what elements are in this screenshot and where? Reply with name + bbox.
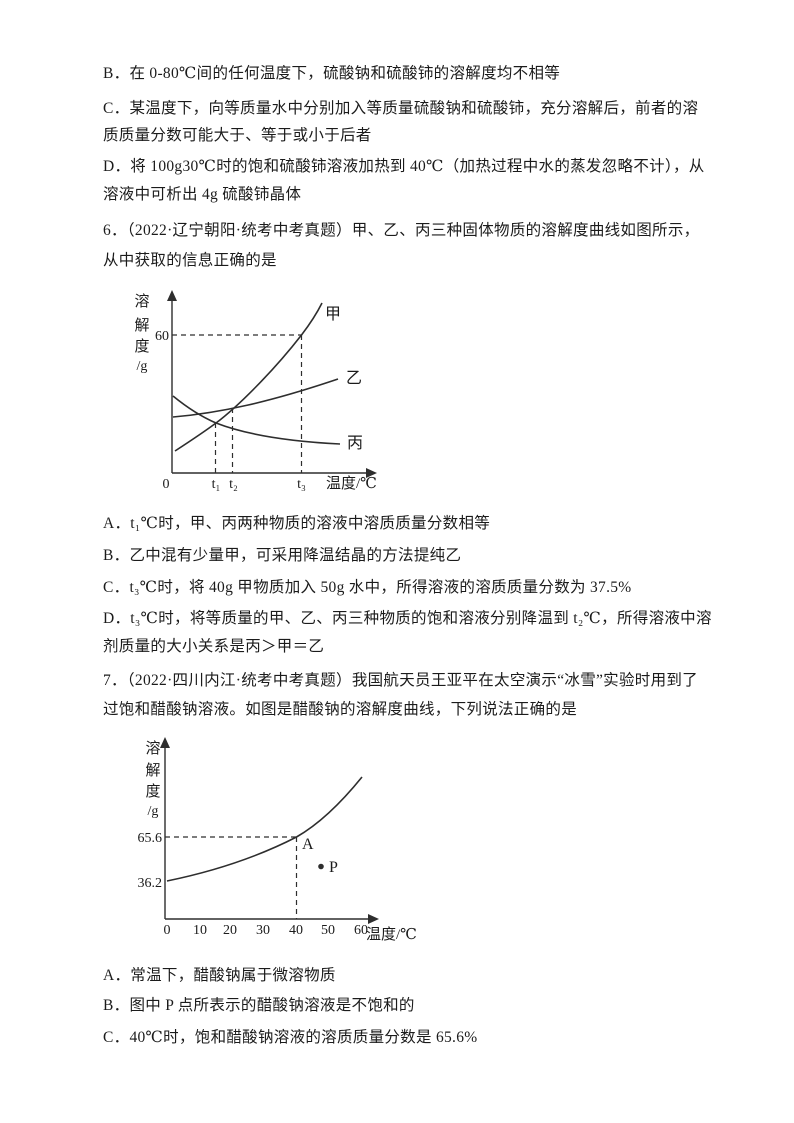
question6-option-d-line1: D．t₃℃时，将等质量的甲、乙、丙三种物质的饱和溶液分别降温到 t₂℃，所得溶液…	[103, 610, 712, 627]
question7-option-b: B．图中 P 点所表示的醋酸钠溶液是不饱和的	[103, 997, 415, 1014]
q7-chart-svg: 溶 解 度 /g 65.6 36.2 0 10 20 30 40 50 60 温…	[138, 737, 417, 943]
q7-ylabel-char2: 解	[145, 762, 160, 779]
option-prev-c-line2: 质质量分数可能大于、等于或小于后者	[103, 127, 372, 144]
q6-y-axis-arrow-icon	[167, 290, 177, 301]
q7-ylabel-char3: 度	[145, 783, 160, 800]
q7-xtick-40: 40	[289, 923, 303, 938]
q6-curve-yi	[172, 378, 339, 418]
q7-x-axis-arrow-icon	[368, 914, 379, 924]
q6-curve-label-bing: 丙	[347, 435, 363, 452]
q6-ytick-60: 60	[155, 329, 169, 344]
q6-ylabel-char3: 度	[134, 338, 149, 355]
option-prev-d-line1: D．将 100g30℃时的饱和硫酸铈溶液加热到 40℃（加热过程中水的蒸发忽略不…	[103, 158, 705, 175]
q6-chart-svg: 溶 解 度 /g 60 0 t₁ t₂ t₃ 温度/℃ 甲 乙 丙	[134, 290, 377, 492]
q7-xaxis-label: 温度/℃	[366, 926, 417, 943]
q6-curve-label-yi: 乙	[346, 370, 362, 387]
question7-stem-line1: 7．（2022·四川内江·统考中考真题）我国航天员王亚平在太空演示“冰雪”实验时…	[103, 672, 698, 689]
q7-solubility-curve	[166, 776, 363, 882]
q7-point-p-label: P	[329, 859, 338, 876]
q7-xtick-30: 30	[256, 923, 270, 938]
question6-stem-line1: 6．（2022·辽宁朝阳·统考中考真题）甲、乙、丙三种固体物质的溶解度曲线如图所…	[103, 222, 700, 239]
q7-xtick-0: 0	[164, 923, 171, 938]
q6-xtick-t2: t₂	[229, 477, 238, 492]
q7-ylabel-char1: 溶	[145, 740, 160, 757]
q7-solubility-chart: 溶 解 度 /g 65.6 36.2 0 10 20 30 40 50 60 温…	[120, 735, 420, 957]
q7-xtick-50: 50	[321, 923, 335, 938]
q7-point-p-dot	[318, 863, 324, 870]
q6-xtick-t1: t₁	[212, 477, 221, 492]
q7-xtick-20: 20	[223, 923, 237, 938]
q6-solubility-chart: 溶 解 度 /g 60 0 t₁ t₂ t₃ 温度/℃ 甲 乙 丙	[120, 290, 420, 505]
question6-stem-line2: 从中获取的信息正确的是	[103, 252, 277, 269]
question6-option-c: C．t₃℃时，将 40g 甲物质加入 50g 水中，所得溶液的溶质质量分数为 3…	[103, 579, 632, 596]
question7-option-c: C．40℃时，饱和醋酸钠溶液的溶质质量分数是 65.6%	[103, 1029, 478, 1046]
q6-xaxis-label: 温度/℃	[326, 475, 377, 492]
q6-curve-jia	[174, 302, 323, 452]
option-prev-b: B．在 0-80℃间的任何温度下，硫酸钠和硫酸铈的溶解度均不相等	[103, 65, 561, 82]
question7-option-a: A．常温下，醋酸钠属于微溶物质	[103, 967, 336, 984]
q6-xtick-t3: t₃	[297, 477, 306, 492]
q7-ylabel-unit: /g	[148, 804, 159, 819]
q6-x-axis-arrow-icon	[366, 468, 377, 478]
q7-ytick-36-2: 36.2	[138, 876, 163, 891]
q7-point-a-label: A	[302, 836, 314, 853]
option-prev-c-line1: C．某温度下，向等质量水中分别加入等质量硫酸钠和硫酸铈，充分溶解后，前者的溶	[103, 100, 699, 117]
q7-xtick-60: 60	[354, 923, 368, 938]
question6-option-d-line2: 剂质量的大小关系是丙＞甲＝乙	[103, 638, 325, 655]
q7-ytick-65-6: 65.6	[138, 831, 163, 846]
q6-curve-bing	[172, 395, 341, 445]
question6-option-a: A．t₁℃时，甲、丙两种物质的溶液中溶质质量分数相等	[103, 515, 491, 532]
q6-ylabel-unit: /g	[137, 359, 148, 374]
q7-y-axis-arrow-icon	[160, 737, 170, 748]
question7-stem-line2: 过饱和醋酸钠溶液。如图是醋酸钠的溶解度曲线，下列说法正确的是	[103, 701, 578, 718]
q6-ylabel-char2: 解	[134, 317, 149, 334]
q6-xtick-0: 0	[163, 477, 170, 492]
q7-xtick-10: 10	[193, 923, 207, 938]
q6-curve-label-jia: 甲	[325, 306, 341, 323]
question6-option-b: B．乙中混有少量甲，可采用降温结晶的方法提纯乙	[103, 547, 462, 564]
q6-ylabel-char1: 溶	[134, 293, 149, 310]
option-prev-d-line2: 溶液中可析出 4g 硫酸铈晶体	[103, 186, 302, 203]
